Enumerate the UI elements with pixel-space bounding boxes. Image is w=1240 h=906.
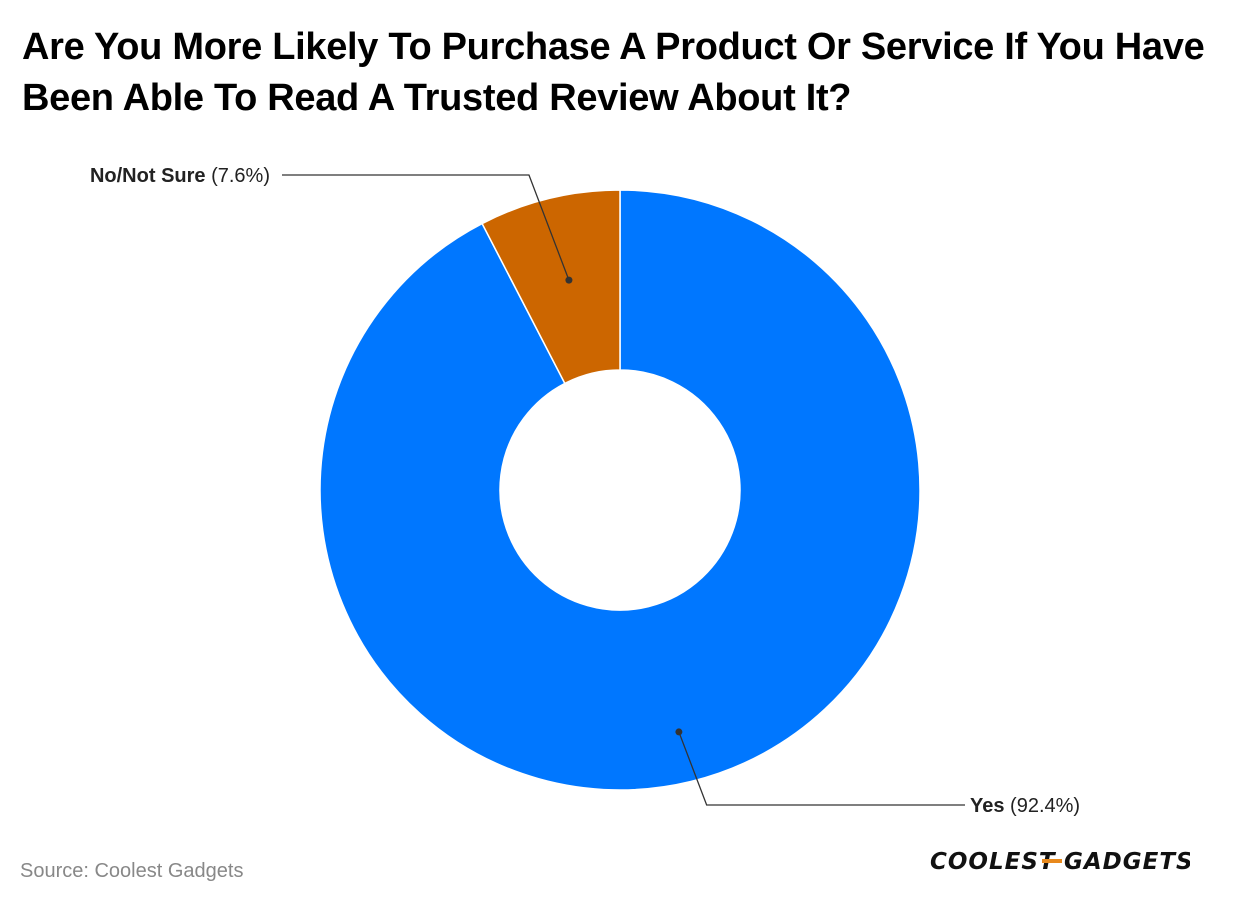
source-note: Source: Coolest Gadgets	[20, 860, 244, 882]
data-label-value-yes: (92.4%)	[1004, 795, 1080, 817]
slice-no-not-sure	[481, 189, 621, 385]
brand-logo: COOLEST GADGETS	[930, 849, 1190, 875]
data-label-no-not-sure: No/Not Sure (7.6%)	[90, 165, 270, 187]
logo-text-right: GADGETS	[1064, 849, 1190, 875]
logo-text-left: COOLEST	[930, 849, 1057, 875]
data-label-name-yes: Yes	[970, 795, 1004, 817]
data-label-value-no-not-sure: (7.6%)	[206, 165, 270, 187]
data-label-yes: Yes (92.4%)	[970, 795, 1080, 817]
leader-line-yes	[678, 731, 965, 806]
chart-title: Are You More Likely To Purchase A Produc…	[22, 26, 1205, 119]
leader-line-no-not-sure	[282, 174, 570, 281]
data-label-name-no-not-sure: No/Not Sure	[90, 165, 206, 187]
slice-yes	[319, 189, 921, 791]
